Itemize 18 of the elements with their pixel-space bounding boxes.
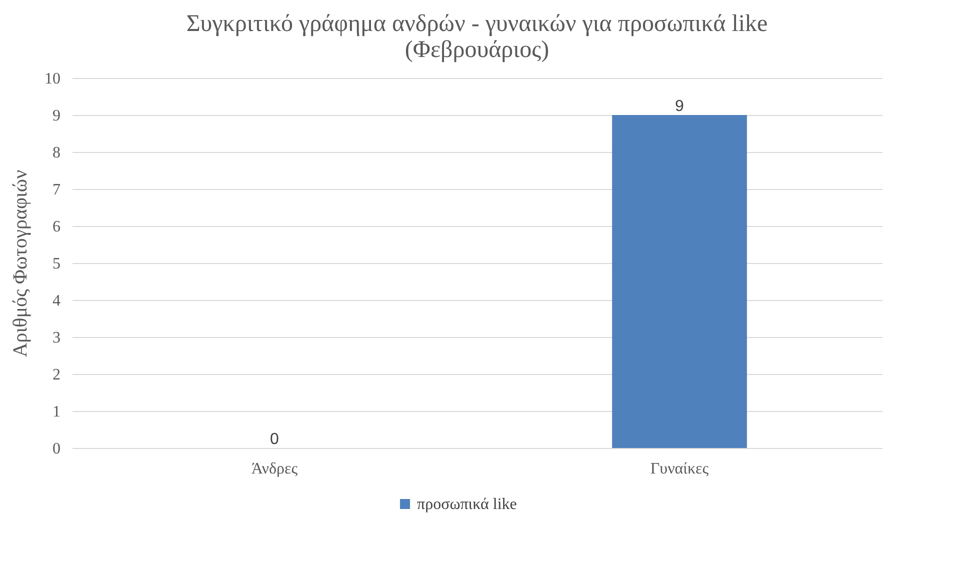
y-tick-label: 0 — [52, 440, 60, 458]
y-tick-label: 9 — [52, 108, 60, 124]
y-tick-label: 3 — [52, 330, 60, 346]
chart-title: Συγκριτικό γράφημα ανδρών - γυναικών για προσωπικά like (Φεβρουάριος) — [186, 11, 768, 63]
legend-label: προσωπικά like — [417, 496, 517, 513]
data-label: 0 — [270, 431, 280, 448]
y-tick-label: 6 — [52, 218, 60, 236]
y-tick-label: 7 — [52, 182, 60, 198]
y-tick-label: 10 — [44, 70, 60, 88]
y-tick-label: 2 — [52, 366, 60, 384]
y-axis-title: Αριθμός Φωτογραφιών — [10, 170, 32, 358]
data-label: 9 — [675, 98, 684, 115]
y-tick-label: 4 — [52, 292, 60, 310]
y-tick-label: 1 — [52, 404, 60, 420]
y-tick-label: 5 — [52, 256, 60, 272]
x-tick-label: Γυναίκες — [650, 460, 710, 478]
x-tick-label: Άνδρες — [251, 460, 298, 478]
y-tick-label: 8 — [52, 144, 60, 162]
